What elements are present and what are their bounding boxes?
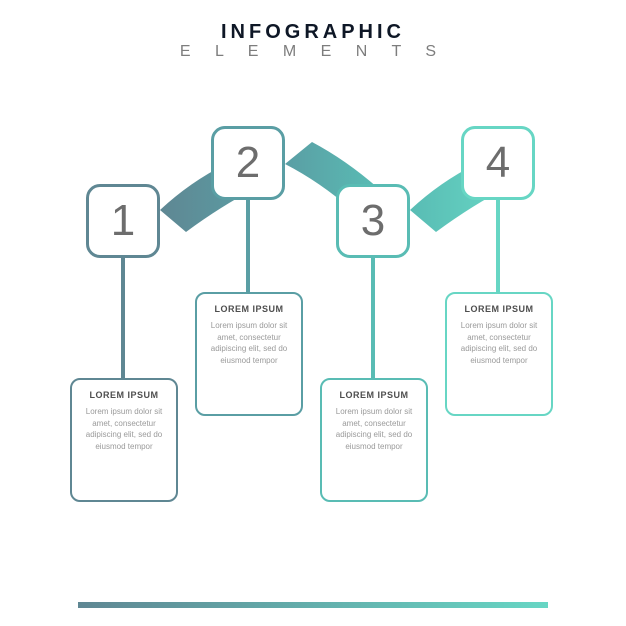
step-detail-body-1: Lorem ipsum dolor sit amet, consectetur … bbox=[80, 406, 168, 452]
step-detail-title-3: LOREM IPSUM bbox=[330, 390, 418, 400]
connector-stem-2 bbox=[246, 200, 250, 292]
step-number-3: 3 bbox=[361, 196, 385, 246]
step-detail-body-3: Lorem ipsum dolor sit amet, consectetur … bbox=[330, 406, 418, 452]
step-number-2: 2 bbox=[236, 138, 260, 188]
step-detail-box-3: LOREM IPSUM Lorem ipsum dolor sit amet, … bbox=[320, 378, 428, 502]
page-title: INFOGRAPHIC E L E M E N T S bbox=[0, 22, 626, 60]
step-detail-box-2: LOREM IPSUM Lorem ipsum dolor sit amet, … bbox=[195, 292, 303, 416]
title-line-2: E L E M E N T S bbox=[0, 44, 626, 60]
connector-stem-1 bbox=[121, 258, 125, 378]
step-number-box-2: 2 bbox=[211, 126, 285, 200]
step-detail-title-4: LOREM IPSUM bbox=[455, 304, 543, 314]
step-detail-body-4: Lorem ipsum dolor sit amet, consectetur … bbox=[455, 320, 543, 366]
step-number-box-4: 4 bbox=[461, 126, 535, 200]
step-detail-box-4: LOREM IPSUM Lorem ipsum dolor sit amet, … bbox=[445, 292, 553, 416]
connector-stem-3 bbox=[371, 258, 375, 378]
step-number-box-1: 1 bbox=[86, 184, 160, 258]
step-detail-box-1: LOREM IPSUM Lorem ipsum dolor sit amet, … bbox=[70, 378, 178, 502]
step-detail-title-2: LOREM IPSUM bbox=[205, 304, 293, 314]
step-detail-title-1: LOREM IPSUM bbox=[80, 390, 168, 400]
title-line-1: INFOGRAPHIC bbox=[0, 22, 626, 42]
step-number-box-3: 3 bbox=[336, 184, 410, 258]
infographic-stage: { "canvas": { "width": 626, "height": 62… bbox=[0, 0, 626, 626]
step-number-4: 4 bbox=[486, 138, 510, 188]
connector-stem-4 bbox=[496, 200, 500, 292]
footer-gradient-bar bbox=[78, 602, 548, 608]
step-number-1: 1 bbox=[111, 196, 135, 246]
step-detail-body-2: Lorem ipsum dolor sit amet, consectetur … bbox=[205, 320, 293, 366]
